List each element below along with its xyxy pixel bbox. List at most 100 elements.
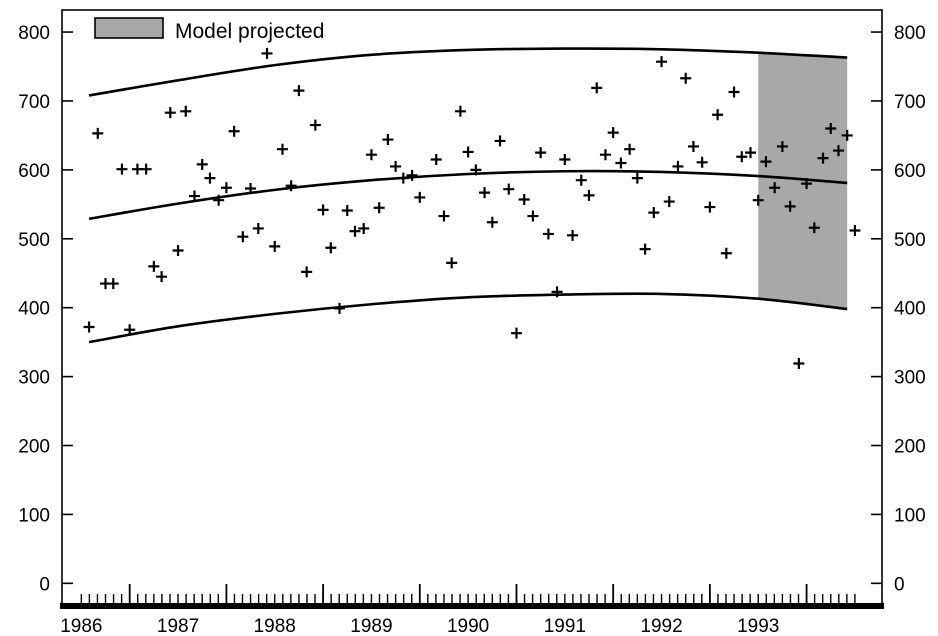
data-point xyxy=(769,182,781,194)
data-point xyxy=(591,82,603,94)
data-point xyxy=(406,169,418,181)
data-point xyxy=(728,86,740,98)
data-point xyxy=(744,147,756,159)
data-point xyxy=(808,222,820,234)
data-point xyxy=(559,154,571,166)
data-point xyxy=(382,134,394,146)
projection-band xyxy=(758,52,848,310)
data-point xyxy=(390,160,402,172)
data-point xyxy=(293,85,305,97)
x-tick-label: 1989 xyxy=(350,616,392,636)
data-point xyxy=(479,187,491,199)
y-tick-label-left: 0 xyxy=(39,574,50,595)
data-point xyxy=(736,151,748,163)
data-point xyxy=(784,200,796,212)
data-point xyxy=(220,182,232,194)
data-point xyxy=(325,242,337,254)
data-point xyxy=(301,266,313,278)
data-point xyxy=(124,324,136,336)
y-tick-label-right: 800 xyxy=(894,23,926,44)
projection-band-layer xyxy=(758,52,848,310)
data-point xyxy=(648,207,660,219)
data-point xyxy=(180,105,192,117)
data-point xyxy=(269,240,281,252)
y-tick-label-right: 0 xyxy=(894,574,905,595)
data-point xyxy=(341,205,353,217)
data-point xyxy=(551,286,563,298)
x-tick-label: 1993 xyxy=(737,616,779,636)
data-point xyxy=(503,183,515,195)
data-point xyxy=(599,149,611,161)
data-point xyxy=(213,194,225,206)
data-point xyxy=(309,119,321,131)
data-point xyxy=(583,189,595,201)
data-point xyxy=(494,135,506,147)
data-point xyxy=(704,201,716,213)
data-point xyxy=(470,164,482,176)
data-point xyxy=(107,278,119,290)
y-tick-label-left: 400 xyxy=(18,299,50,320)
data-point xyxy=(83,321,95,333)
data-point xyxy=(639,243,651,255)
y-tick-label-left: 200 xyxy=(18,437,50,458)
data-point xyxy=(752,194,764,206)
data-point xyxy=(397,172,409,184)
x-tick-label: 1992 xyxy=(640,616,682,636)
data-point xyxy=(567,229,579,241)
data-point xyxy=(261,47,273,59)
data-point xyxy=(841,129,853,141)
axes-layer: 0 0 100 100 200 200 300 300 400 400 500 500 600 600 70… xyxy=(18,9,926,636)
data-point xyxy=(252,222,264,234)
data-point xyxy=(776,140,788,152)
data-point xyxy=(663,196,675,208)
x-tick-label: 1986 xyxy=(60,616,102,636)
data-point xyxy=(712,109,724,121)
y-tick-label-right: 300 xyxy=(894,368,926,389)
x-tick-label: 1990 xyxy=(447,616,489,636)
data-point xyxy=(446,257,458,269)
y-tick-label-left: 100 xyxy=(18,505,50,526)
y-tick-label-left: 700 xyxy=(18,92,50,113)
data-points-layer xyxy=(83,47,861,370)
data-point xyxy=(204,172,216,184)
data-point xyxy=(140,163,152,175)
y-tick-label-left: 800 xyxy=(18,23,50,44)
data-point xyxy=(462,146,474,158)
data-point xyxy=(188,190,200,202)
data-point xyxy=(631,172,643,184)
legend: Model projected xyxy=(94,17,324,43)
legend-label-model-projected: Model projected xyxy=(175,20,324,43)
y-tick-label-left: 300 xyxy=(18,368,50,389)
x-tick-label: 1988 xyxy=(254,616,296,636)
data-point xyxy=(832,145,844,157)
upper-bound-curve xyxy=(88,47,848,97)
data-point xyxy=(228,125,240,137)
data-point xyxy=(156,271,168,283)
data-point xyxy=(365,149,377,161)
data-point xyxy=(607,127,619,139)
data-point xyxy=(849,225,861,237)
legend-swatch-model-projected xyxy=(94,17,164,39)
x-tick-label: 1987 xyxy=(157,616,199,636)
model-curves-layer xyxy=(88,47,848,344)
data-point xyxy=(817,152,829,164)
data-point xyxy=(672,160,684,172)
data-point xyxy=(92,127,104,139)
x-axis-baseline xyxy=(60,603,884,609)
data-point xyxy=(575,174,587,186)
y-tick-label-right: 600 xyxy=(894,161,926,182)
data-point xyxy=(486,216,498,228)
data-point xyxy=(542,228,554,240)
data-point xyxy=(373,202,385,214)
data-point xyxy=(615,157,627,169)
data-point xyxy=(148,260,160,272)
data-point xyxy=(454,105,466,117)
data-point xyxy=(276,143,288,155)
lower-bound-curve xyxy=(88,292,848,344)
data-point xyxy=(696,156,708,168)
data-point xyxy=(527,210,539,222)
data-point xyxy=(680,72,692,84)
y-tick-label-left: 600 xyxy=(18,161,50,182)
y-tick-label-right: 100 xyxy=(894,505,926,526)
